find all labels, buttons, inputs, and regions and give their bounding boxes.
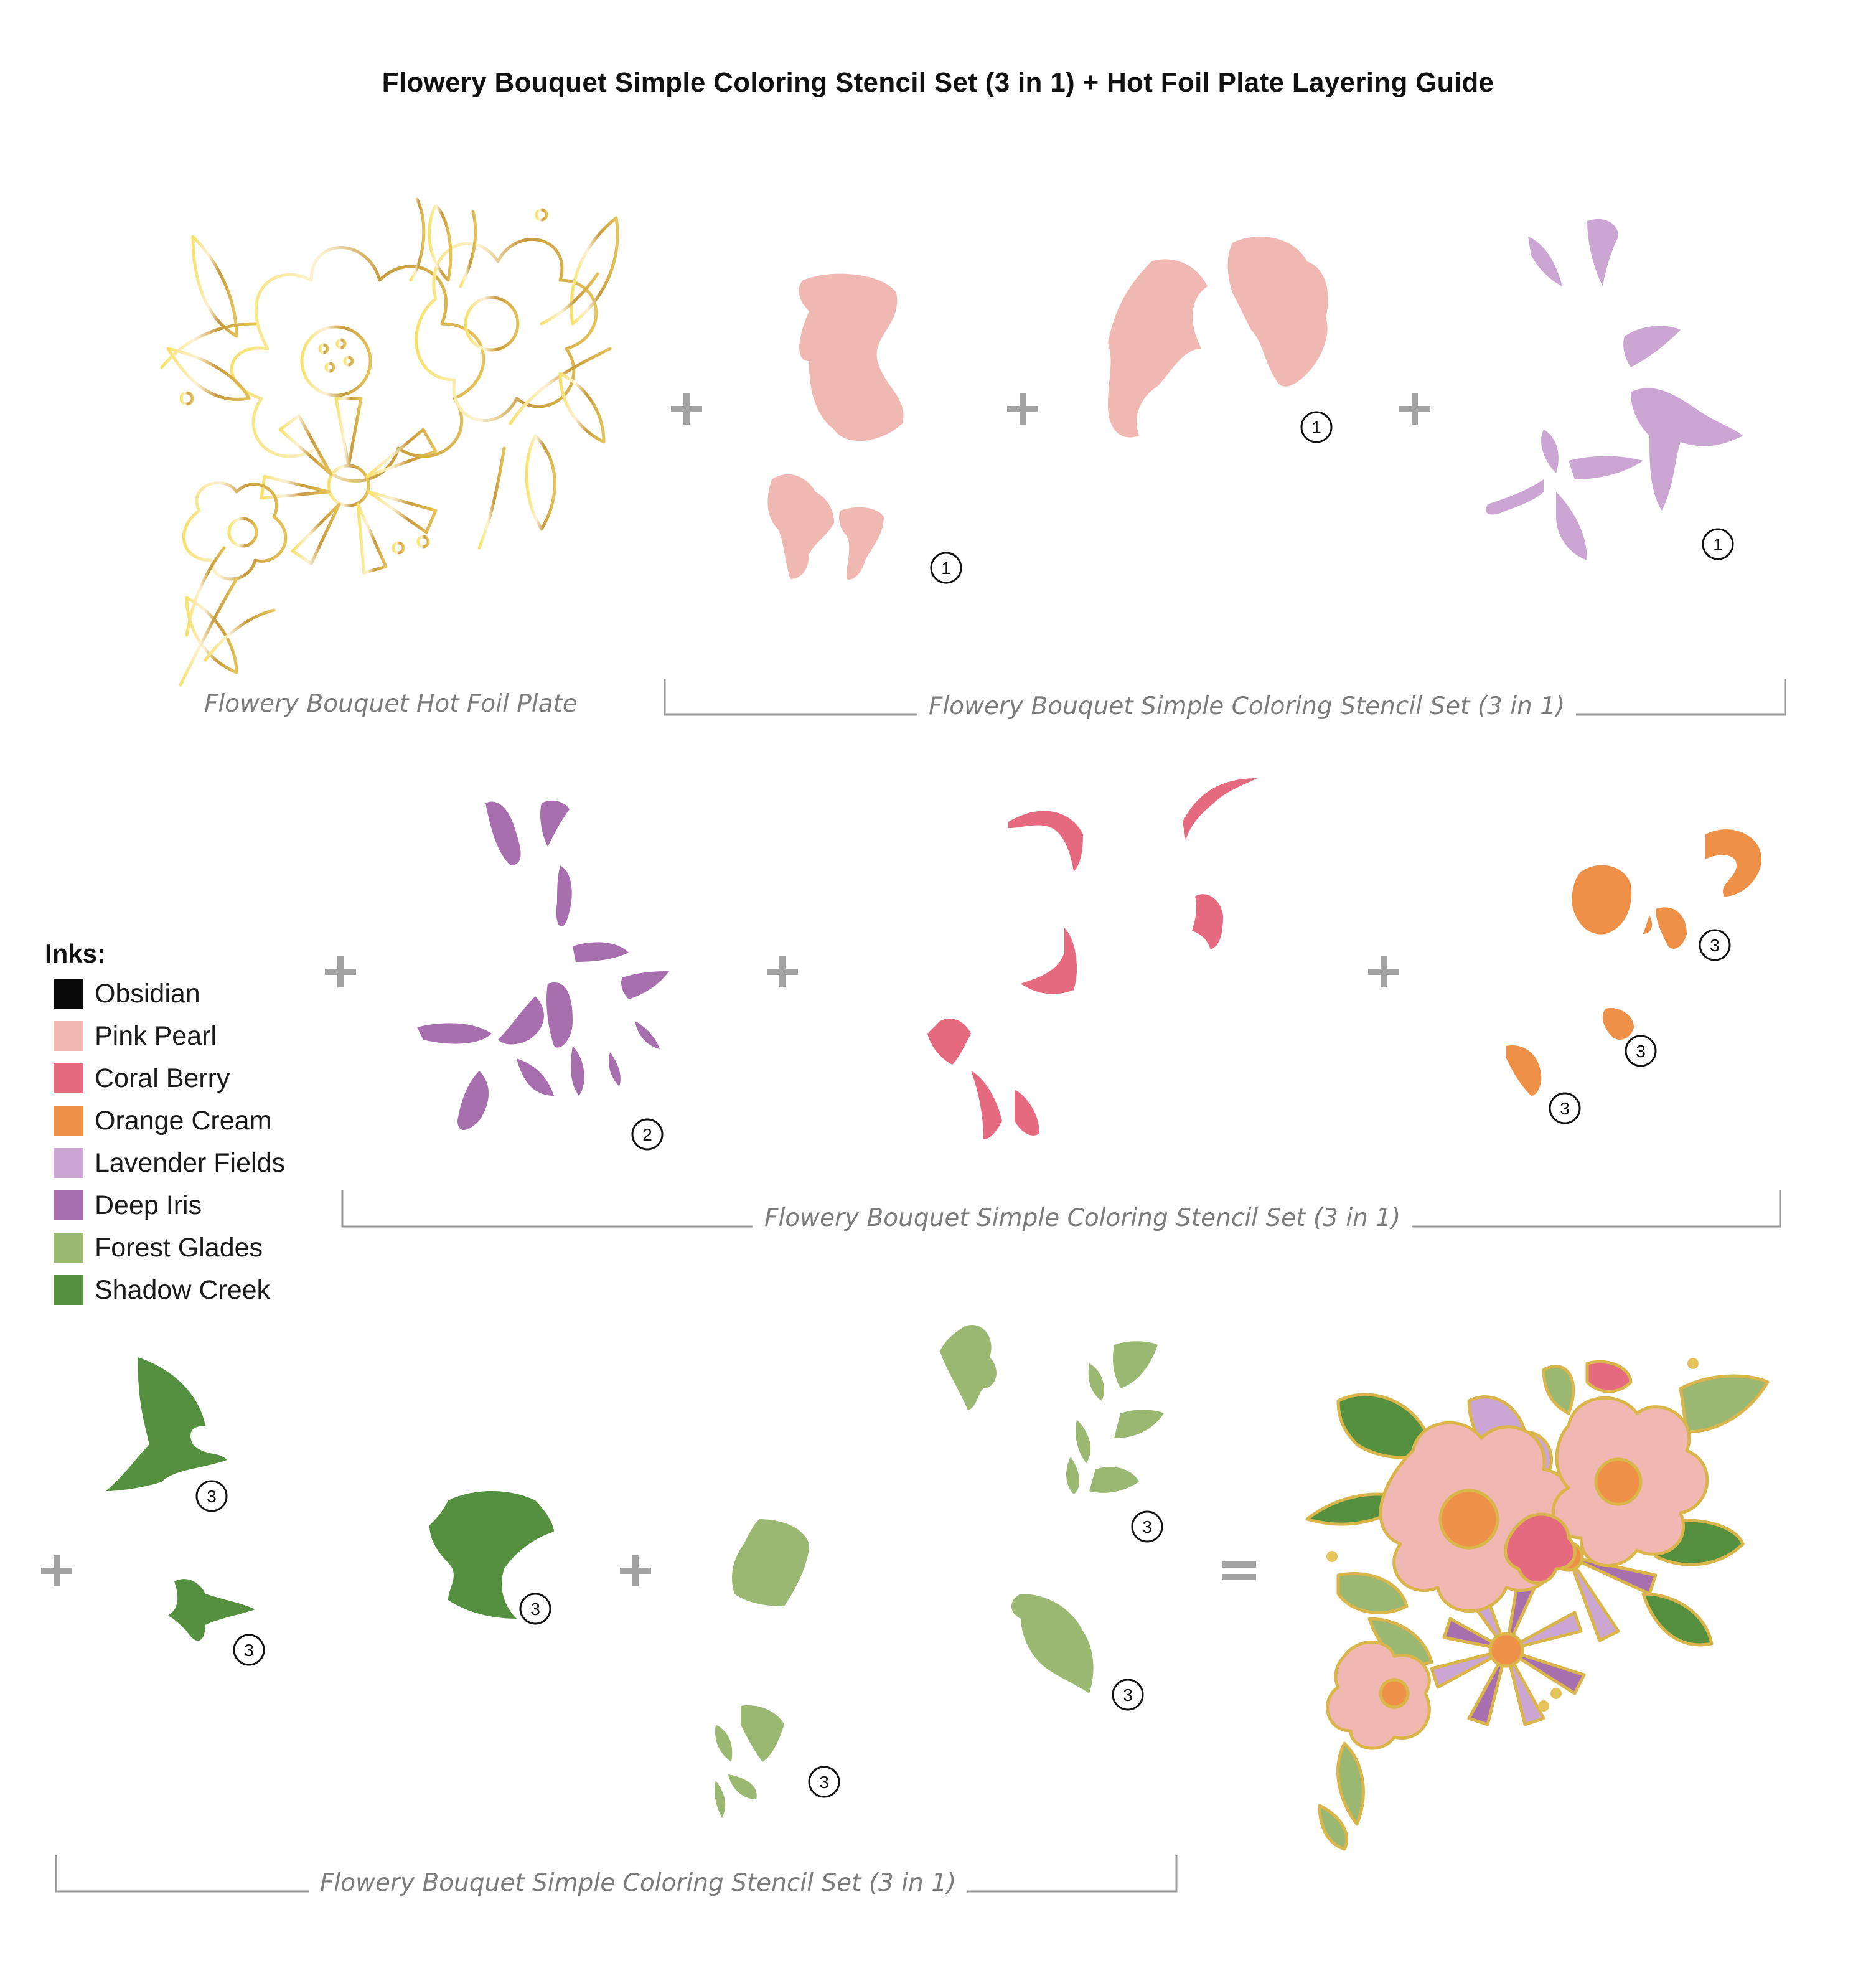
badge-forest-glades-b: 3 [1123, 1685, 1133, 1705]
legend-label: Coral Berry [95, 1063, 230, 1093]
legend-label: Orange Cream [95, 1105, 272, 1136]
badge-stencil-3c: 3 [1560, 1099, 1570, 1118]
swatch-shadow-creek [54, 1275, 83, 1305]
swatch-orange-cream [54, 1106, 83, 1136]
badge-stencil-1a: 1 [941, 558, 951, 578]
badges-row3 [195, 1480, 1163, 1798]
equals-operator [1222, 1561, 1256, 1580]
legend-label: Shadow Creek [95, 1274, 271, 1305]
caption-stencil-set-row2: Flowery Bouquet Simple Coloring Stencil … [753, 1204, 1412, 1232]
stencil-lavender-fields [1486, 219, 1743, 560]
badges-row2 [631, 929, 1731, 1151]
badge-stencil-2: 2 [642, 1125, 652, 1144]
stencil-pink-pearl-a [767, 273, 904, 580]
legend-label: Forest Glades [95, 1232, 263, 1263]
swatch-forest-glades [54, 1233, 83, 1263]
legend-item-coral-berry: Coral Berry [45, 1057, 285, 1100]
stencil-deep-iris [417, 800, 669, 1130]
badge-shadow-creek-b: 3 [244, 1641, 254, 1660]
stencil-pink-pearl-b [1108, 237, 1328, 438]
badge-forest-glades-a: 3 [1142, 1517, 1152, 1537]
plus-operators-row1 [671, 393, 1430, 425]
caption-stencil-set-row1: Flowery Bouquet Simple Coloring Stencil … [917, 692, 1577, 720]
swatch-pink-pearl [54, 1021, 83, 1051]
legend-label: Obsidian [95, 978, 200, 1009]
badge-stencil-3a: 3 [1710, 936, 1720, 955]
swatch-coral-berry [54, 1063, 83, 1093]
badge-stencil-1b: 1 [1311, 418, 1321, 437]
finished-bouquet-illustration [1305, 1358, 1770, 1851]
hot-foil-plate-illustration [160, 197, 619, 687]
legend-item-lavender-fields: Lavender Fields [45, 1142, 285, 1184]
badge-stencil-3b: 3 [1636, 1042, 1646, 1061]
legend-item-forest-glades: Forest Glades [45, 1227, 285, 1269]
legend-item-shadow-creek: Shadow Creek [45, 1269, 285, 1311]
stencil-shadow-creek [106, 1357, 554, 1641]
legend-label: Deep Iris [95, 1190, 202, 1220]
legend-item-pink-pearl: Pink Pearl [45, 1015, 285, 1057]
legend-label: Lavender Fields [95, 1147, 285, 1178]
ink-legend: Inks: Obsidian Pink Pearl Coral Berry Or… [45, 939, 285, 1311]
plus-operators-row3 [41, 1555, 651, 1586]
badge-shadow-creek-c: 3 [530, 1599, 540, 1619]
badges-row1 [930, 411, 1734, 584]
badge-forest-glades-c: 3 [819, 1773, 829, 1792]
plus-operators-row2 [325, 956, 1399, 987]
badge-shadow-creek-a: 3 [207, 1487, 217, 1506]
legend-title: Inks: [45, 939, 106, 968]
legend-item-orange-cream: Orange Cream [45, 1100, 285, 1142]
swatch-obsidian [54, 979, 83, 1009]
page-title: Flowery Bouquet Simple Coloring Stencil … [382, 67, 1494, 98]
caption-hot-foil-plate: Flowery Bouquet Hot Foil Plate [204, 690, 578, 718]
legend-item-deep-iris: Deep Iris [45, 1184, 285, 1227]
swatch-lavender-fields [54, 1148, 83, 1178]
caption-stencil-set-row3: Flowery Bouquet Simple Coloring Stencil … [309, 1869, 968, 1897]
legend-label: Pink Pearl [95, 1020, 217, 1051]
badge-stencil-1c: 1 [1713, 535, 1723, 554]
stencil-forest-glades [715, 1325, 1164, 1818]
stencil-orange-cream [1506, 829, 1761, 1096]
swatch-deep-iris [54, 1190, 83, 1220]
legend-item-obsidian: Obsidian [45, 972, 285, 1015]
stencil-coral-berry [927, 778, 1257, 1139]
